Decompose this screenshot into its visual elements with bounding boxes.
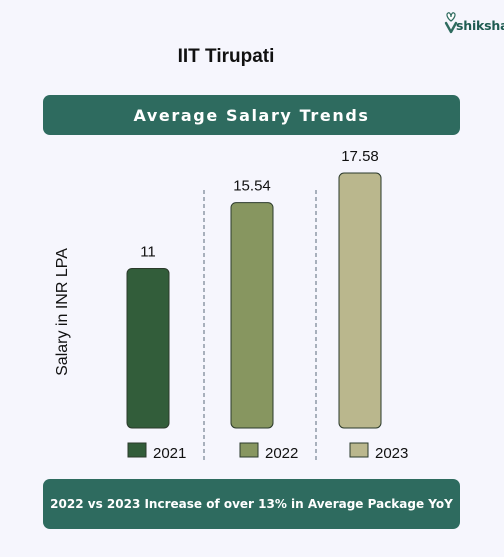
chart-title-banner: Average Salary Trends	[43, 95, 460, 135]
legend-label: 2021	[153, 445, 186, 462]
page-title: IIT Tirupati	[177, 46, 275, 67]
summary-banner: 2022 vs 2023 Increase of over 13% in Ave…	[43, 479, 460, 529]
legend-label: 2023	[375, 445, 408, 462]
legend-swatch	[239, 442, 259, 458]
data-label: 15.54	[233, 178, 271, 195]
legend-swatch	[349, 442, 369, 458]
bar-2022	[230, 202, 274, 429]
logo-text: shiksha	[456, 18, 504, 33]
data-label: 11	[140, 243, 156, 260]
y-axis-label: Salary in INR LPA	[54, 248, 71, 376]
bar-2021	[126, 267, 170, 429]
legend-label: 2022	[265, 445, 298, 462]
shiksha-logo-icon	[444, 12, 458, 34]
data-label: 17.58	[341, 148, 379, 165]
shiksha-logo: shiksha	[444, 11, 504, 37]
legend-swatch	[127, 442, 147, 458]
salary-bar-chart: Salary in INR LPA 11 15.54 17.58 2021 2022 2…	[54, 148, 408, 462]
bar-2023	[338, 172, 382, 429]
